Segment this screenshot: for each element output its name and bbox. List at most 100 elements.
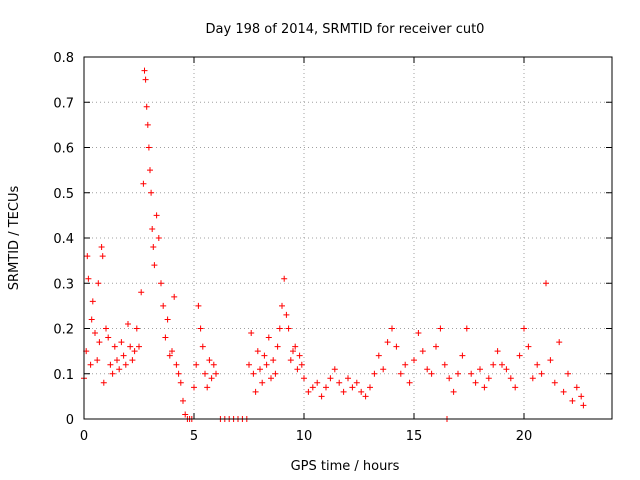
data-point — [138, 289, 145, 296]
data-point — [199, 343, 206, 350]
data-point — [580, 402, 587, 409]
data-point — [125, 320, 131, 327]
data-point — [336, 379, 343, 386]
data-point — [105, 334, 112, 341]
data-point — [263, 361, 270, 368]
data-point — [521, 325, 527, 332]
x-tick-label: 5 — [190, 429, 198, 444]
data-point — [415, 330, 422, 337]
data-point — [272, 370, 279, 377]
data-point — [145, 144, 152, 151]
data-point — [84, 253, 91, 260]
data-point — [459, 352, 466, 359]
grid — [83, 56, 612, 420]
data-point — [578, 393, 585, 400]
data-point — [111, 343, 118, 350]
data-point — [389, 325, 395, 332]
data-point — [274, 343, 281, 350]
data-points — [81, 67, 587, 422]
x-tick-label: 20 — [516, 429, 533, 444]
data-point — [380, 366, 387, 373]
data-point — [177, 379, 184, 386]
data-point — [213, 370, 219, 377]
x-axis-label: GPS time / hours — [291, 459, 400, 474]
data-point — [327, 375, 334, 382]
data-point — [573, 384, 580, 391]
data-point — [136, 343, 142, 350]
axis-ticks — [83, 56, 612, 420]
data-point — [87, 361, 94, 368]
data-point — [565, 370, 571, 377]
data-point — [248, 330, 255, 337]
data-point — [353, 379, 360, 386]
data-point — [149, 225, 156, 232]
y-axis-label: SRMTID / TECUs — [7, 186, 22, 291]
data-point — [279, 302, 285, 309]
data-point — [254, 348, 261, 355]
data-point — [122, 361, 129, 368]
data-point — [268, 375, 274, 382]
data-point — [437, 325, 444, 332]
data-point — [481, 384, 488, 391]
data-point — [283, 311, 290, 318]
data-point — [155, 235, 162, 241]
data-point — [197, 325, 204, 332]
data-point — [538, 370, 545, 377]
data-point — [131, 348, 138, 355]
data-point — [551, 379, 558, 386]
data-point — [358, 388, 365, 395]
data-point — [210, 361, 217, 368]
data-point — [116, 366, 123, 373]
data-point — [158, 280, 164, 287]
data-point — [309, 384, 316, 391]
data-point — [171, 293, 178, 300]
data-point — [208, 375, 215, 382]
data-point — [142, 76, 149, 83]
data-point — [151, 262, 158, 269]
data-point — [349, 384, 356, 391]
y-tick-label: 0.1 — [53, 368, 74, 383]
data-point — [261, 352, 268, 359]
data-point — [499, 361, 505, 368]
data-point — [144, 121, 151, 128]
data-point — [173, 361, 180, 368]
data-point — [114, 357, 120, 364]
data-point — [153, 212, 160, 219]
data-point — [169, 348, 175, 355]
x-tick-label: 15 — [406, 429, 423, 444]
data-point — [556, 339, 563, 346]
data-point — [127, 343, 134, 350]
data-point — [503, 366, 510, 373]
data-point — [96, 339, 103, 346]
y-tick-label: 0.2 — [53, 323, 74, 338]
y-tick-label: 0.3 — [53, 277, 74, 292]
data-point — [472, 379, 479, 386]
y-tick-label: 0 — [66, 413, 74, 428]
data-point — [276, 325, 283, 332]
data-point — [195, 302, 202, 309]
data-point — [318, 393, 325, 400]
data-point — [450, 388, 457, 395]
data-point — [446, 375, 453, 382]
data-point — [133, 325, 140, 332]
data-point — [296, 352, 303, 359]
data-point — [265, 334, 272, 341]
data-point — [477, 366, 483, 373]
data-point — [166, 352, 173, 359]
data-point — [85, 275, 92, 282]
data-point — [246, 361, 252, 368]
data-point — [301, 375, 307, 382]
data-point — [109, 370, 116, 377]
x-tick-labels: 0 5 10 15 20 — [80, 429, 532, 444]
data-point — [393, 343, 400, 350]
data-point — [204, 384, 211, 391]
data-point — [485, 375, 492, 382]
data-point — [419, 348, 426, 355]
data-point — [100, 379, 107, 386]
data-point — [468, 370, 475, 377]
data-point — [424, 366, 431, 373]
data-point — [140, 180, 147, 187]
data-point — [507, 375, 514, 382]
data-point — [270, 357, 277, 364]
data-point — [285, 325, 292, 332]
